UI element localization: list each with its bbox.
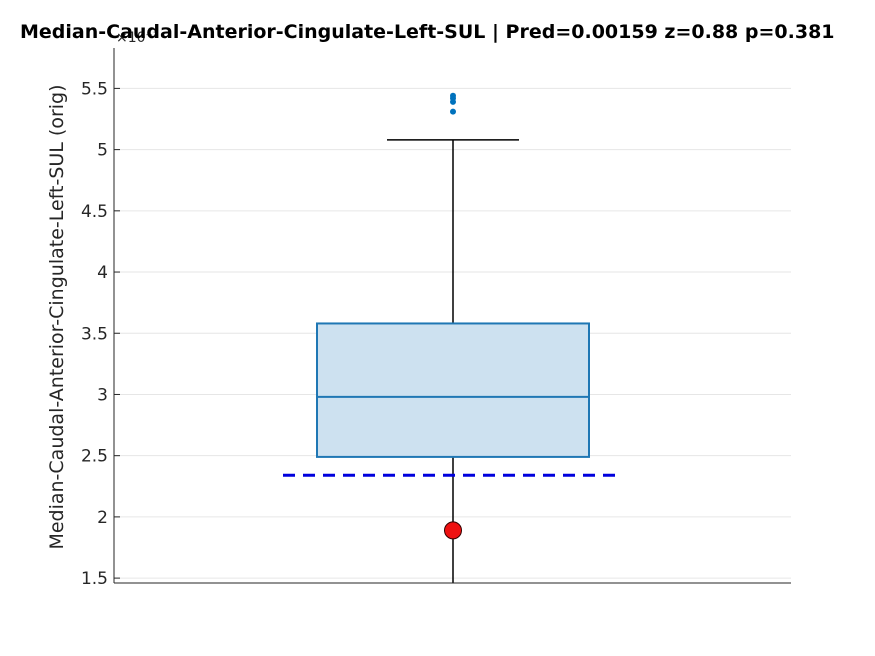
outlier-point bbox=[450, 92, 456, 99]
prediction-marker bbox=[444, 521, 462, 540]
y-tick-label: 3.5 bbox=[81, 324, 108, 344]
y-tick-label: 1.5 bbox=[81, 569, 108, 589]
y-tick-label: 4.5 bbox=[81, 202, 108, 222]
y-axis-label: Median-Caudal-Anterior-Cingulate-Left-SU… bbox=[46, 84, 68, 549]
y-tick-label: 4 bbox=[97, 263, 108, 283]
axes bbox=[113, 48, 791, 584]
y-exponent-label: ×10⁻³ bbox=[116, 30, 159, 46]
y-tick-label: 3 bbox=[97, 385, 108, 405]
y-tick-label: 5 bbox=[97, 141, 108, 161]
y-ticks: 1.5 2 2.5 3 3.5 4 4.5 5 5.5 bbox=[81, 79, 120, 589]
y-tick-label: 2.5 bbox=[81, 447, 108, 467]
iqr-box bbox=[316, 322, 590, 458]
y-tick-label: 5.5 bbox=[81, 79, 108, 99]
y-tick-label: 2 bbox=[97, 508, 108, 528]
box-group bbox=[283, 92, 623, 583]
chart-title: Median-Caudal-Anterior-Cingulate-Left-SU… bbox=[20, 21, 835, 43]
outlier-point bbox=[450, 108, 456, 115]
